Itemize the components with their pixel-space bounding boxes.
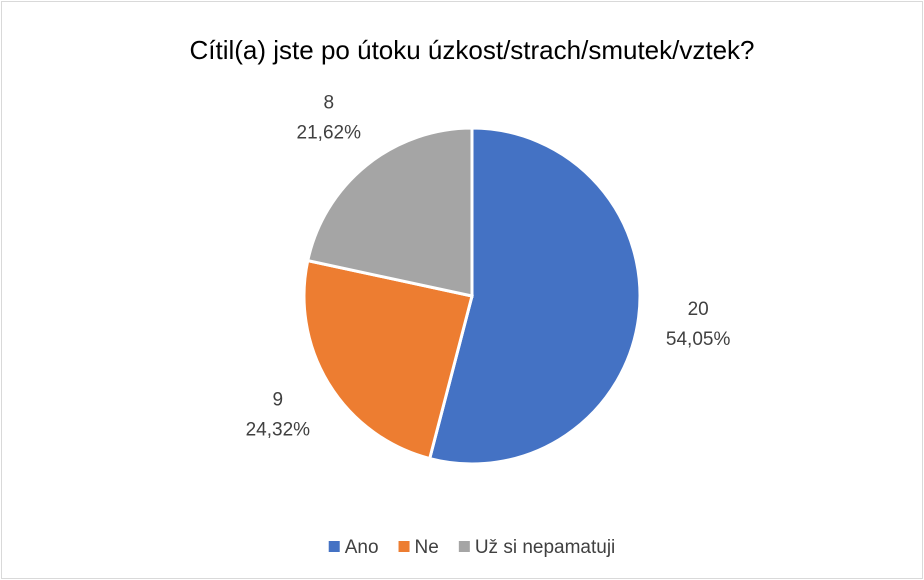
legend-label: Už si nepamatuji: [475, 537, 615, 558]
legend-label: Ne: [415, 537, 439, 558]
chart-title: Cítil(a) jste po útoku úzkost/strach/smu…: [190, 35, 755, 65]
legend-marker: [328, 541, 340, 552]
legend-marker: [458, 541, 470, 552]
data-label-percent: 54,05%: [666, 329, 731, 350]
data-label-count: 9: [273, 390, 284, 411]
pie-slice: [427, 126, 642, 466]
data-label-percent: 21,62%: [297, 123, 362, 144]
pie-slice: [305, 126, 474, 298]
data-label-count: 20: [688, 299, 709, 320]
pie-slice: [302, 258, 474, 461]
data-label-count: 8: [323, 93, 334, 114]
data-label-percent: 24,32%: [246, 420, 311, 441]
legend-marker: [398, 541, 410, 552]
legend-label: Ano: [345, 537, 379, 558]
